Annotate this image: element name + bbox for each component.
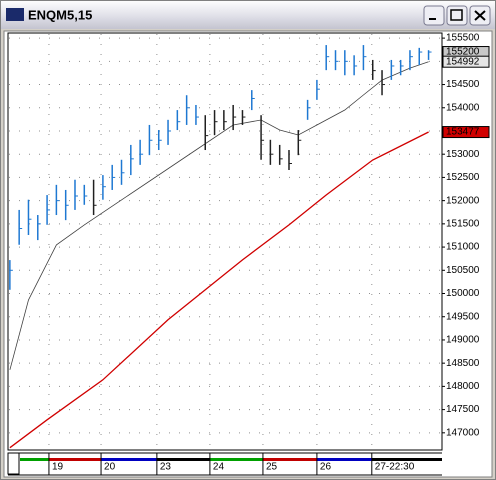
day-strip — [316, 458, 372, 461]
x-tick-label: 19 — [52, 462, 64, 473]
y-tick-label: 148000 — [446, 381, 480, 392]
title-bar — [1, 1, 495, 29]
x-tick-label: 25 — [266, 462, 278, 473]
y-tick-label: 151000 — [446, 242, 480, 253]
day-strip — [101, 458, 157, 461]
day-strip — [48, 458, 102, 461]
x-tick-label: 23 — [160, 462, 172, 473]
line-value-label: 154992 — [446, 56, 480, 67]
y-tick-label: 150500 — [446, 265, 480, 276]
line-value-label-box — [442, 55, 490, 68]
plot-area — [7, 32, 443, 451]
moving-average-line — [9, 131, 429, 449]
close-button[interactable] — [469, 5, 491, 26]
y-tick-label: 149000 — [446, 335, 480, 346]
last-price-label: 155200 — [446, 47, 480, 58]
line-value-label: 153477 — [446, 127, 480, 138]
y-tick-label: 149500 — [446, 311, 480, 322]
y-tick-label: 147500 — [446, 404, 480, 415]
day-strip — [156, 458, 210, 461]
app-icon — [6, 8, 24, 21]
x-tick-label: 24 — [213, 462, 225, 473]
maximize-button[interactable] — [446, 5, 468, 26]
x-tick-label: 27-22:30 — [375, 462, 415, 473]
x-tick-label: 20 — [104, 462, 116, 473]
y-tick-label: 154500 — [446, 79, 480, 90]
y-tick-label: 147000 — [446, 427, 480, 438]
day-strip — [262, 458, 317, 461]
y-tick-label: 150000 — [446, 288, 480, 299]
y-tick-label: 155500 — [446, 33, 480, 44]
x-tick-label: 26 — [320, 462, 332, 473]
window-title: ENQM5,15 — [28, 7, 92, 22]
minimize-button[interactable] — [423, 5, 445, 26]
y-tick-label: 152000 — [446, 195, 480, 206]
y-tick-label: 153000 — [446, 149, 480, 160]
day-strip — [371, 458, 442, 461]
y-tick-label: 154000 — [446, 102, 480, 113]
y-tick-label: 148500 — [446, 358, 480, 369]
y-tick-label: 152500 — [446, 172, 480, 183]
day-strip — [209, 458, 263, 461]
scroll-box[interactable] — [7, 452, 20, 475]
line-value-label-box — [442, 126, 490, 139]
y-tick-label: 151500 — [446, 218, 480, 229]
